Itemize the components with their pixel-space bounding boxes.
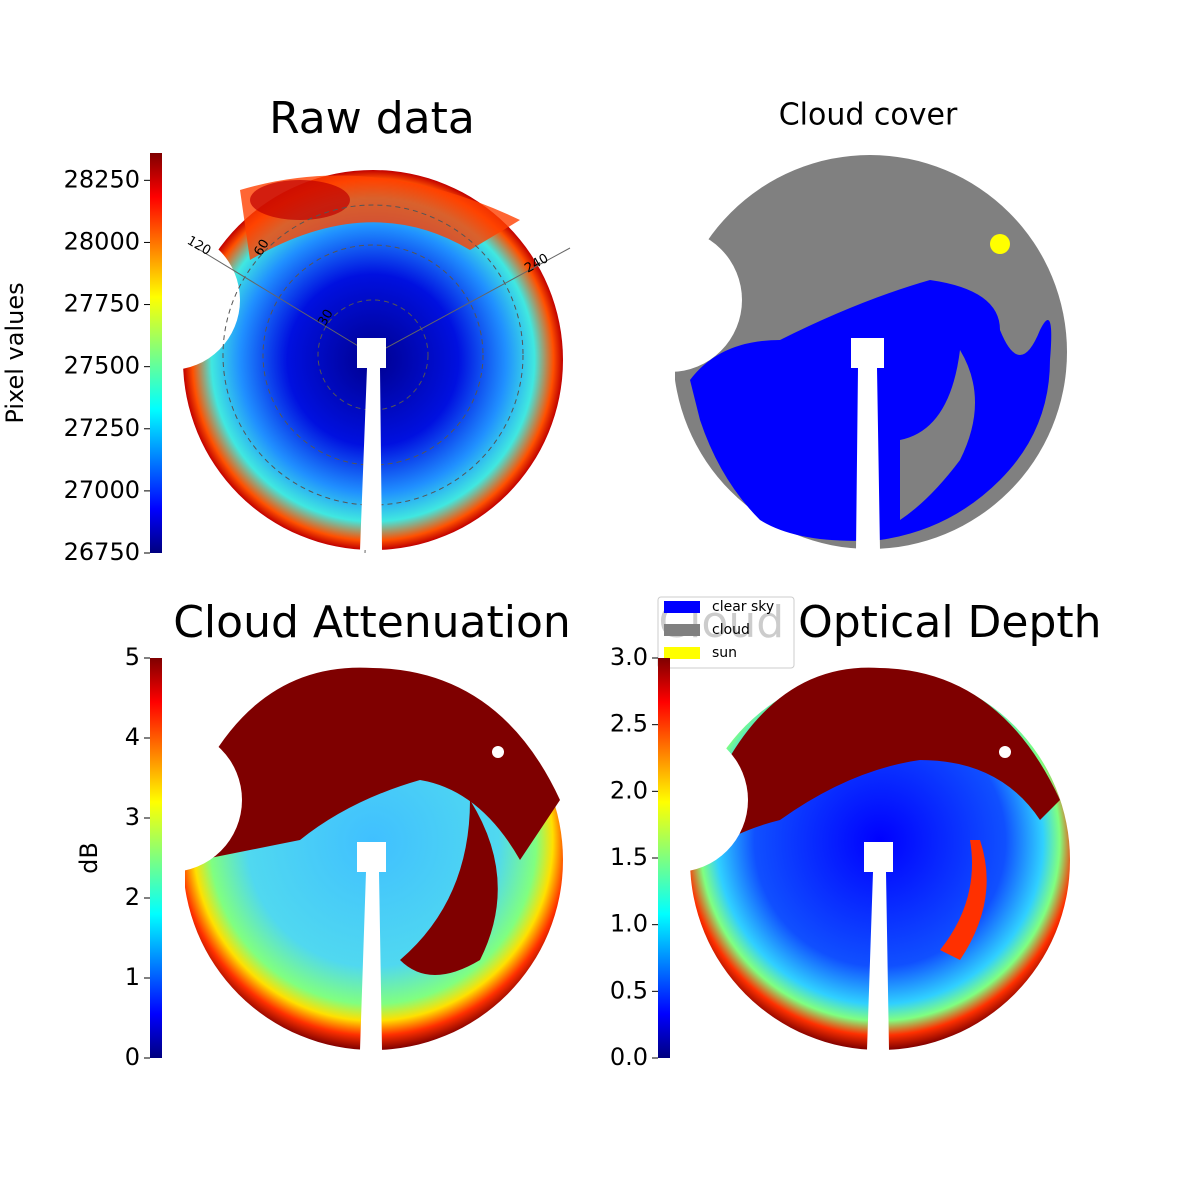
- colorbar-tick-label: 0: [125, 1043, 140, 1071]
- colorbar-tick-label: 28000: [64, 227, 140, 255]
- raw-image: [100, 170, 571, 554]
- optical-depth-image: [604, 667, 1070, 1050]
- colorbar: [150, 153, 162, 553]
- colorbar-label: dB: [75, 842, 103, 874]
- colorbar-label: Pixel values: [1, 282, 29, 423]
- colorbar-tick-label: 1.5: [610, 843, 648, 871]
- legend-label: clear sky: [712, 599, 774, 615]
- colorbar-tick-label: 27000: [64, 476, 140, 504]
- colorbar-tick-label: 3.0: [610, 643, 648, 671]
- colorbar-tick-label: 4: [125, 723, 140, 751]
- legend-label: sun: [712, 645, 737, 661]
- polar-label: 30: [316, 307, 337, 329]
- colorbar-tick-label: 26750: [64, 538, 140, 566]
- colorbar-tick-label: 2.0: [610, 776, 648, 804]
- cloud-mask-image: [598, 155, 1067, 550]
- attenuation-image: [98, 667, 563, 1050]
- colorbar-tick-label: 0.0: [610, 1043, 648, 1071]
- legend-swatch: [664, 647, 700, 659]
- colorbar: [658, 658, 670, 1058]
- colorbar-tick-label: 5: [125, 643, 140, 671]
- legend-swatch: [664, 601, 700, 613]
- colorbar-tick-label: 28250: [64, 165, 140, 193]
- colorbar-tick-label: 27250: [64, 414, 140, 442]
- colorbar-tick-label: 3: [125, 803, 140, 831]
- colorbar-tick-label: 0.5: [610, 976, 648, 1004]
- legend-swatch: [664, 624, 700, 636]
- colorbar-tick-label: 27750: [64, 290, 140, 318]
- colorbar: [150, 658, 162, 1058]
- colorbar-tick-label: 2.5: [610, 710, 648, 738]
- panel-title: Raw data: [269, 93, 475, 144]
- colorbar-tick-label: 1.0: [610, 910, 648, 938]
- colorbar-tick-label: 1: [125, 963, 140, 991]
- panel-title: Cloud Attenuation: [173, 597, 571, 648]
- legend: clear sky cloud sun: [657, 596, 795, 669]
- polar-label: 60: [252, 237, 273, 259]
- legend-label: cloud: [712, 622, 750, 638]
- colorbar-tick-label: 27500: [64, 352, 140, 380]
- colorbar-tick-label: 2: [125, 883, 140, 911]
- panel-title: Cloud cover: [779, 98, 958, 133]
